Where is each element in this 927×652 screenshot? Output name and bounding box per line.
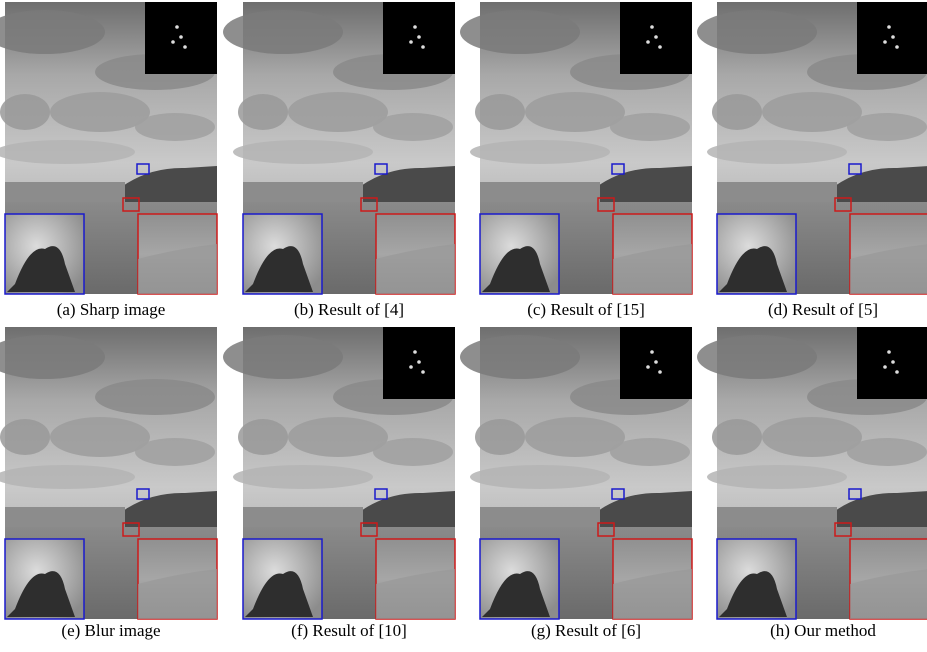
kernel-dot xyxy=(417,360,421,364)
cloud xyxy=(0,465,135,489)
kernel-dot xyxy=(891,35,895,39)
sea xyxy=(480,182,600,202)
sea xyxy=(717,507,837,527)
cloud xyxy=(233,140,373,164)
cloud xyxy=(135,438,215,466)
cloud xyxy=(707,140,847,164)
kernel-dot xyxy=(413,350,417,354)
kernel-dot xyxy=(421,45,425,49)
sea xyxy=(5,182,125,202)
panel xyxy=(460,327,692,619)
cloud xyxy=(470,465,610,489)
caption: (f) Result of [10] xyxy=(291,621,407,640)
panel xyxy=(697,327,927,619)
kernel-dot xyxy=(895,370,899,374)
cloud xyxy=(95,379,215,415)
cloud xyxy=(460,335,580,379)
cloud xyxy=(475,94,525,130)
kernel-dot xyxy=(409,365,413,369)
kernel-dot xyxy=(421,370,425,374)
cloud xyxy=(475,419,525,455)
kernel-dot xyxy=(413,25,417,29)
cloud xyxy=(762,417,862,457)
kernel-dot xyxy=(409,40,413,44)
cloud xyxy=(0,94,50,130)
cloud xyxy=(460,10,580,54)
kernel-dot xyxy=(891,360,895,364)
cloud xyxy=(288,417,388,457)
sea xyxy=(243,507,363,527)
sea xyxy=(243,182,363,202)
panel xyxy=(223,2,455,294)
caption: (d) Result of [5] xyxy=(768,300,878,319)
cloud xyxy=(50,417,150,457)
kernel-dot xyxy=(883,40,887,44)
kernel-dot xyxy=(658,45,662,49)
cloud xyxy=(50,92,150,132)
cloud xyxy=(470,140,610,164)
cloud xyxy=(525,92,625,132)
cloud xyxy=(223,10,343,54)
cloud xyxy=(610,113,690,141)
panel xyxy=(223,327,455,619)
cloud xyxy=(707,465,847,489)
caption: (e) Blur image xyxy=(61,621,160,640)
cloud xyxy=(238,94,288,130)
kernel-dot xyxy=(650,25,654,29)
cloud xyxy=(373,438,453,466)
cloud xyxy=(525,417,625,457)
panel xyxy=(0,2,217,294)
cloud xyxy=(847,438,927,466)
kernel-dot xyxy=(417,35,421,39)
sea xyxy=(717,182,837,202)
kernel-dot xyxy=(887,25,891,29)
kernel-dot xyxy=(183,45,187,49)
cloud xyxy=(610,438,690,466)
cloud xyxy=(0,140,135,164)
panel xyxy=(697,2,927,294)
cloud xyxy=(373,113,453,141)
kernel-dot xyxy=(650,350,654,354)
caption: (g) Result of [6] xyxy=(531,621,641,640)
cloud xyxy=(238,419,288,455)
kernel-dot xyxy=(654,360,658,364)
figure: (a) Sharp image (b) Result of [4] (c) Resu… xyxy=(0,0,927,647)
panel xyxy=(0,327,217,619)
sea xyxy=(5,507,125,527)
cloud xyxy=(0,419,50,455)
kernel-dot xyxy=(171,40,175,44)
cloud xyxy=(697,335,817,379)
caption: (c) Result of [15] xyxy=(527,300,645,319)
caption: (a) Sharp image xyxy=(57,300,166,319)
caption: (h) Our method xyxy=(770,621,876,640)
kernel-dot xyxy=(887,350,891,354)
cloud xyxy=(847,113,927,141)
cloud xyxy=(712,419,762,455)
kernel-dot xyxy=(175,25,179,29)
cloud xyxy=(233,465,373,489)
kernel-dot xyxy=(895,45,899,49)
kernel-dot xyxy=(646,365,650,369)
cloud xyxy=(135,113,215,141)
kernel-dot xyxy=(646,40,650,44)
cloud xyxy=(223,335,343,379)
sea xyxy=(480,507,600,527)
kernel-dot xyxy=(179,35,183,39)
kernel-dot xyxy=(654,35,658,39)
kernel-dot xyxy=(658,370,662,374)
caption: (b) Result of [4] xyxy=(294,300,404,319)
cloud xyxy=(288,92,388,132)
cloud xyxy=(712,94,762,130)
cloud xyxy=(762,92,862,132)
kernel-dot xyxy=(883,365,887,369)
panel xyxy=(460,2,692,294)
cloud xyxy=(697,10,817,54)
